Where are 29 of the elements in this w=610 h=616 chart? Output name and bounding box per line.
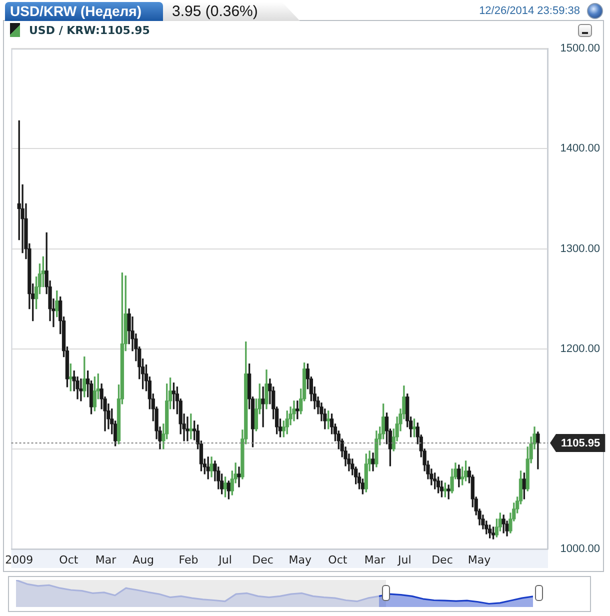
x-tick-label: Jul bbox=[218, 553, 232, 566]
chart-title: USD/KRW (Неделя) bbox=[10, 3, 142, 19]
candlestick bbox=[536, 432, 540, 470]
y-tick-label: 1200.00 bbox=[560, 342, 600, 355]
ref-line-label: 1105.95 bbox=[561, 437, 600, 450]
x-tick-label: Oct bbox=[59, 553, 79, 566]
candlestick bbox=[79, 378, 83, 402]
x-tick-label: Mar bbox=[95, 553, 117, 566]
y-tick-label: 1000.00 bbox=[560, 543, 600, 556]
y-tick-label: 1400.00 bbox=[560, 142, 600, 155]
candlestick bbox=[237, 466, 241, 488]
x-tick-label: May bbox=[468, 553, 492, 566]
x-tick-label: May bbox=[288, 553, 312, 566]
candlestick bbox=[261, 386, 265, 428]
candlestick bbox=[296, 400, 300, 420]
text: 12/26/2014 23:59:38 bbox=[479, 5, 580, 17]
x-tick-label: 2009 bbox=[5, 553, 34, 566]
x-tick-label: Dec bbox=[252, 553, 274, 566]
chart-subtitle: 3.95 (0.36%) bbox=[172, 3, 258, 20]
x-tick-label: Dec bbox=[432, 553, 453, 566]
candlestick bbox=[186, 416, 190, 442]
x-tick-label: Oct bbox=[328, 553, 348, 566]
x-tick-label: Aug bbox=[132, 553, 154, 566]
x-tick-label: Jul bbox=[397, 553, 412, 566]
x-tick-label: Mar bbox=[364, 553, 386, 566]
x-tick-label: Feb bbox=[178, 553, 198, 566]
legend-label: USD / KRW:1105.95 bbox=[29, 24, 150, 36]
y-tick-label: 1300.00 bbox=[560, 242, 600, 255]
y-tick-label: 1500.00 bbox=[560, 42, 600, 55]
